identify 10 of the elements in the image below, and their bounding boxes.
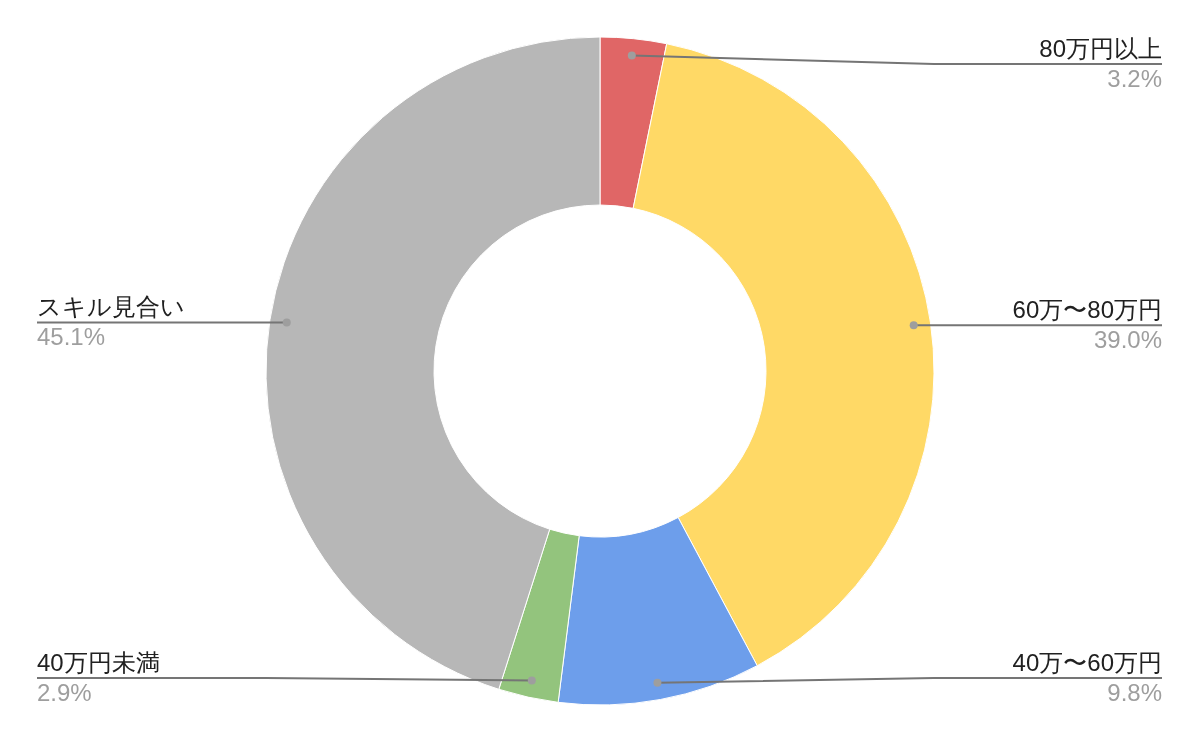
data-label: 2.9% bbox=[37, 679, 92, 706]
data-label: 45.1% bbox=[37, 323, 106, 351]
slice-label: スキル見合い bbox=[37, 293, 185, 321]
data-label: 9.8% bbox=[1107, 679, 1162, 706]
slice-label: 40万円未満 bbox=[37, 649, 160, 676]
slice-label: 60万〜80万円 bbox=[1012, 296, 1162, 324]
slice-label: 40万〜60万円 bbox=[1012, 649, 1162, 676]
data-label: 39.0% bbox=[1093, 326, 1162, 354]
data-label: 3.2% bbox=[1107, 65, 1162, 92]
slice-label: 80万円以上 bbox=[1039, 35, 1162, 62]
